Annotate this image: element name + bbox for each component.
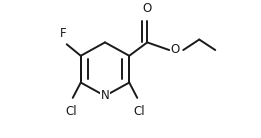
Text: Cl: Cl	[65, 105, 76, 118]
Text: N: N	[101, 89, 109, 102]
Text: Cl: Cl	[133, 105, 145, 118]
Text: F: F	[60, 26, 66, 39]
Text: O: O	[171, 43, 180, 56]
Text: O: O	[143, 2, 152, 15]
